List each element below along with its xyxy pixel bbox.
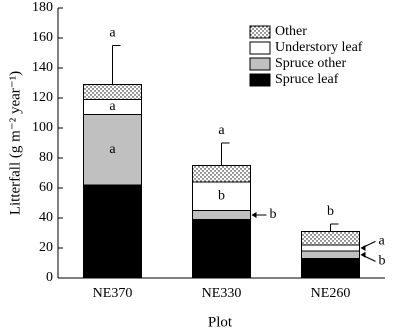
x-tick-label: NE260: [311, 286, 351, 301]
legend-swatch: [249, 41, 271, 55]
significance-letter: b: [379, 254, 386, 269]
y-tick-label: 140: [32, 60, 53, 75]
arrow-head: [251, 212, 257, 218]
bar-segment: [301, 231, 360, 246]
arrow-head: [360, 251, 366, 258]
legend-label: Spruce leaf: [275, 72, 339, 87]
bar-segment: [83, 184, 142, 279]
legend-swatch: [249, 57, 271, 71]
legend-label: Understory leaf: [275, 40, 363, 55]
y-tick-label: 100: [32, 120, 53, 135]
legend-label: Other: [275, 24, 307, 39]
y-tick-label: 60: [39, 180, 53, 195]
significance-letter: b: [218, 188, 225, 203]
y-tick-label: 120: [32, 90, 53, 105]
bar-segment: [83, 114, 142, 186]
x-axis-label: Plot: [208, 314, 233, 330]
y-tick-label: 80: [39, 150, 53, 165]
bar-segment: [192, 165, 251, 183]
y-tick-label: 180: [32, 0, 53, 15]
legend-swatch: [249, 25, 271, 39]
y-axis-label: Litterfall (g m⁻² year⁻¹): [7, 71, 23, 215]
legend-label: Spruce other: [275, 56, 346, 71]
arrow-head: [360, 245, 366, 251]
significance-letter: a: [109, 224, 116, 239]
significance-letter: a: [109, 26, 116, 41]
bar-segment: [83, 84, 142, 100]
x-tick-label: NE370: [93, 286, 133, 301]
y-tick-label: 40: [39, 210, 53, 225]
y-tick-label: 0: [46, 270, 53, 285]
bar-segment: [192, 210, 251, 220]
significance-letter: a: [109, 142, 116, 157]
bar-segment: [192, 181, 251, 211]
bar-segment: [301, 250, 360, 259]
significance-letter: a: [109, 99, 116, 114]
x-tick-label: NE330: [202, 286, 242, 301]
legend-swatch: [249, 73, 271, 87]
significance-letter: a: [218, 241, 225, 256]
significance-letter: b: [327, 204, 334, 219]
significance-letter: b: [270, 207, 277, 222]
bar-segment: [192, 219, 251, 279]
y-tick-label: 160: [32, 30, 53, 45]
significance-letter: a: [379, 234, 386, 249]
bar-segment: [301, 244, 360, 252]
significance-letter: a: [218, 123, 225, 138]
significance-letter: b: [327, 260, 334, 275]
y-tick-label: 20: [39, 240, 53, 255]
